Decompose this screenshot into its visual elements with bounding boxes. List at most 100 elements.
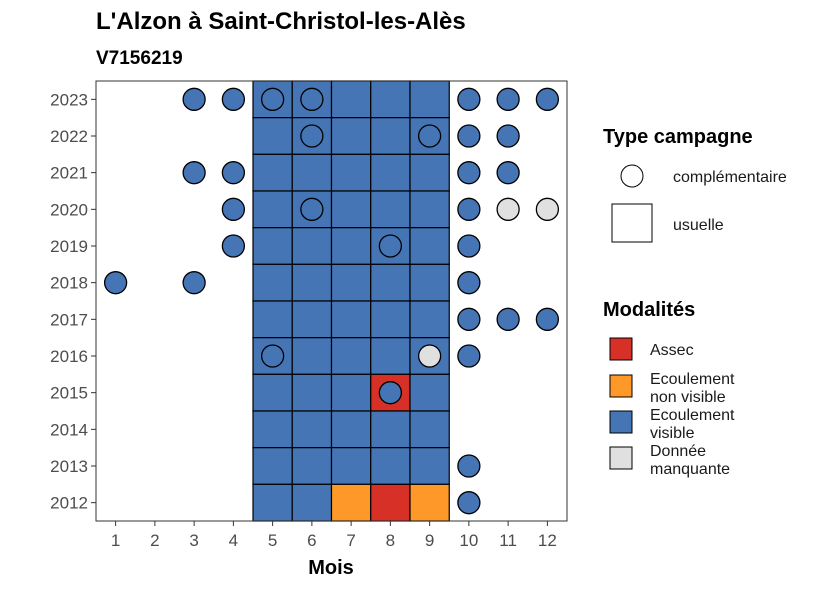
tile-2021-6 bbox=[291, 153, 333, 192]
tile-2016-6 bbox=[291, 337, 333, 375]
tile-2017-8 bbox=[370, 300, 411, 339]
tile-2019-9 bbox=[409, 227, 450, 265]
tile-2014-8 bbox=[370, 410, 411, 449]
tile-2023-9 bbox=[409, 80, 450, 119]
tile-2017-9 bbox=[409, 300, 450, 339]
point-2018-3 bbox=[182, 271, 206, 295]
tile-2012-7 bbox=[330, 483, 372, 522]
point-2022-11 bbox=[496, 124, 520, 148]
x-tick-label: 1 bbox=[111, 531, 120, 550]
point-2017-10 bbox=[457, 307, 481, 331]
tile-2013-8 bbox=[370, 447, 411, 485]
y-tick-label: 2013 bbox=[50, 457, 88, 476]
legend-label-ecoulement_non_visible: non visible bbox=[650, 389, 726, 406]
tile-2013-9 bbox=[409, 447, 450, 485]
point-2018-10 bbox=[457, 271, 481, 295]
point-2023-12 bbox=[535, 87, 560, 111]
point-2023-10 bbox=[457, 87, 481, 111]
point-2020-10 bbox=[457, 197, 481, 221]
tile-2016-7 bbox=[330, 337, 372, 375]
x-tick-label: 4 bbox=[229, 531, 238, 550]
tile-2020-9 bbox=[409, 190, 450, 229]
y-axis: 2012 2013 2014 2015 2016 2017 2018 2019 2020 2021… bbox=[50, 90, 96, 513]
tile-2022-7 bbox=[330, 117, 372, 155]
x-tick-label: 9 bbox=[425, 531, 434, 550]
y-tick-label: 2019 bbox=[50, 237, 88, 256]
tile-2017-7 bbox=[330, 300, 372, 339]
tile-2021-7 bbox=[330, 153, 372, 192]
legend-label-donnee_manquante: Donnée bbox=[650, 443, 706, 460]
tile-2012-9 bbox=[409, 483, 450, 522]
tile-2012-8 bbox=[370, 483, 411, 522]
tile-2020-7 bbox=[330, 190, 372, 229]
point-2015-8 bbox=[378, 381, 403, 405]
tile-2013-6 bbox=[291, 447, 333, 485]
tile-2014-7 bbox=[330, 410, 372, 449]
point-2020-4 bbox=[221, 197, 246, 221]
x-tick-label: 5 bbox=[268, 531, 277, 550]
point-2020-12 bbox=[535, 197, 560, 221]
tile-2013-5 bbox=[252, 447, 293, 485]
legend-label-donnee_manquante: manquante bbox=[650, 461, 730, 478]
point-2022-9 bbox=[417, 124, 442, 148]
tile-2012-5 bbox=[252, 483, 293, 522]
legend-type-label-usuelle: usuelle bbox=[673, 217, 724, 234]
point-2020-11 bbox=[496, 197, 520, 221]
y-tick-label: 2012 bbox=[50, 494, 88, 513]
x-tick-label: 10 bbox=[459, 531, 478, 550]
tile-2019-7 bbox=[330, 227, 372, 265]
point-2016-5 bbox=[260, 344, 285, 368]
point-2020-6 bbox=[300, 197, 324, 221]
legend-label-ecoulement_non_visible: Ecoulement bbox=[650, 371, 735, 388]
point-2019-4 bbox=[221, 234, 246, 258]
point-2023-6 bbox=[300, 87, 324, 111]
y-tick-label: 2020 bbox=[50, 200, 88, 219]
x-axis-title: Mois bbox=[308, 557, 354, 579]
x-tick-label: 3 bbox=[189, 531, 198, 550]
point-2012-10 bbox=[457, 491, 481, 515]
legend-swatch-ecoulement_visible bbox=[609, 410, 633, 434]
tile-2021-9 bbox=[409, 153, 450, 192]
y-tick-label: 2022 bbox=[50, 127, 88, 146]
tile-2021-5 bbox=[252, 153, 293, 192]
tile-2019-6 bbox=[291, 227, 333, 265]
x-axis: 1 2 3 4 5 6 7 8 9 10 11 12 bbox=[111, 521, 557, 550]
point-2023-4 bbox=[221, 87, 246, 111]
point-2017-11 bbox=[496, 307, 520, 331]
point-2016-10 bbox=[457, 344, 481, 368]
tile-2020-5 bbox=[252, 190, 293, 229]
tile-2022-5 bbox=[252, 117, 293, 155]
point-2023-11 bbox=[496, 87, 520, 111]
legend-swatch-donnee_manquante bbox=[609, 446, 633, 470]
legend-circle-symbol bbox=[620, 164, 644, 188]
legend-label-ecoulement_visible: visible bbox=[650, 425, 695, 442]
x-tick-label: 11 bbox=[499, 531, 517, 550]
tile-2015-6 bbox=[291, 373, 333, 412]
tile-2015-7 bbox=[330, 373, 372, 412]
x-tick-label: 8 bbox=[386, 531, 395, 550]
point-2016-9 bbox=[417, 344, 442, 368]
y-tick-label: 2021 bbox=[50, 164, 88, 183]
tile-2016-8 bbox=[370, 337, 411, 375]
point-2022-6 bbox=[300, 124, 324, 148]
plot-border bbox=[95, 80, 568, 522]
x-tick-label: 2 bbox=[150, 531, 159, 550]
point-2018-1 bbox=[103, 271, 128, 295]
tile-2018-5 bbox=[252, 263, 293, 302]
point-2021-10 bbox=[457, 161, 481, 185]
tile-2017-5 bbox=[252, 300, 293, 339]
tile-2019-5 bbox=[252, 227, 293, 265]
tile-2022-8 bbox=[370, 117, 411, 155]
tile-2014-5 bbox=[252, 410, 293, 449]
point-2021-4 bbox=[221, 161, 246, 185]
point-2021-3 bbox=[182, 161, 206, 185]
tile-2014-6 bbox=[291, 410, 333, 449]
tile-2013-7 bbox=[330, 447, 372, 485]
point-2023-5 bbox=[260, 87, 285, 111]
legend-type-campagne: Type campagne complémentaire usuelle bbox=[603, 126, 787, 243]
tile-2012-6 bbox=[291, 483, 333, 522]
tile-2023-7 bbox=[330, 80, 372, 119]
tile-2023-8 bbox=[370, 80, 411, 119]
